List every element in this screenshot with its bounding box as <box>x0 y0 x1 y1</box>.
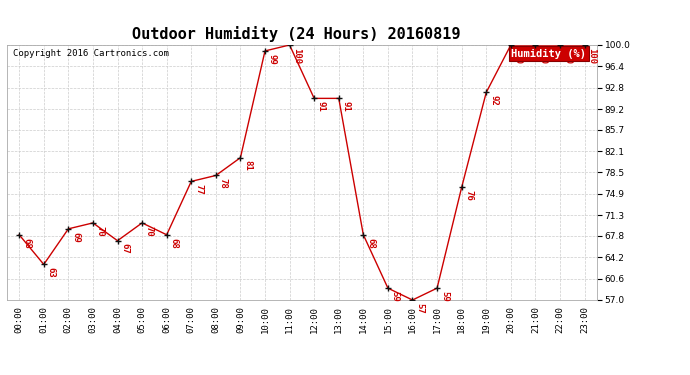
Text: 57: 57 <box>415 303 424 313</box>
Text: 99: 99 <box>268 54 277 64</box>
Text: 59: 59 <box>391 291 400 302</box>
Text: 78: 78 <box>219 178 228 189</box>
Text: 91: 91 <box>317 101 326 112</box>
Text: 81: 81 <box>243 160 253 171</box>
Text: 69: 69 <box>71 232 80 242</box>
Text: 68: 68 <box>366 237 375 248</box>
Text: Copyright 2016 Cartronics.com: Copyright 2016 Cartronics.com <box>13 49 168 58</box>
Text: 100: 100 <box>293 48 302 64</box>
Text: 100: 100 <box>513 48 522 64</box>
Text: 67: 67 <box>120 243 129 254</box>
Text: Outdoor Humidity (24 Hours) 20160819: Outdoor Humidity (24 Hours) 20160819 <box>132 26 461 42</box>
Text: 91: 91 <box>342 101 351 112</box>
Text: 76: 76 <box>464 190 473 201</box>
Text: 77: 77 <box>194 184 203 195</box>
Text: 68: 68 <box>170 237 179 248</box>
Text: 68: 68 <box>22 237 31 248</box>
Text: 63: 63 <box>46 267 56 278</box>
Text: 100: 100 <box>538 48 547 64</box>
Text: 70: 70 <box>145 226 154 236</box>
Text: 59: 59 <box>440 291 449 302</box>
Text: Humidity (%): Humidity (%) <box>511 49 586 59</box>
Text: 70: 70 <box>96 226 105 236</box>
Text: 100: 100 <box>563 48 572 64</box>
Text: 92: 92 <box>489 95 498 106</box>
Text: 100: 100 <box>587 48 596 64</box>
